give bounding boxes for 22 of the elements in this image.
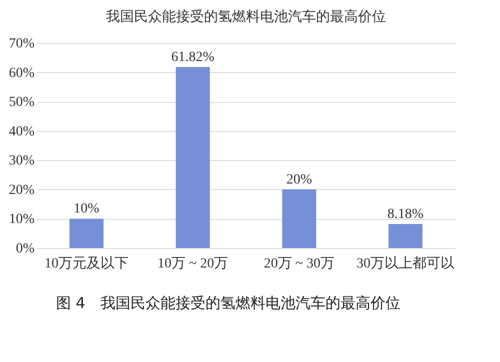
data-label: 8.18%	[387, 207, 424, 222]
y-tick-label: 30%	[8, 154, 35, 169]
y-tick-label: 10%	[8, 212, 35, 228]
y-tick-label: 50%	[8, 95, 35, 110]
caption: 图 4 我国民众能接受的氢燃料电池汽车的最高价位	[56, 294, 400, 312]
data-label: 10%	[74, 202, 100, 217]
x-tick-label: 10万 ~ 20万	[158, 256, 228, 272]
data-label: 20%	[286, 172, 312, 188]
bar	[70, 218, 104, 248]
y-tick-label: 0%	[16, 242, 35, 256]
x-tick-label: 20万 ~ 30万	[264, 256, 334, 272]
chart-title: 我国民众能接受的氢燃料电池汽车的最高价位	[106, 9, 386, 25]
y-tick-label: 60%	[8, 66, 35, 81]
data-label: 61.82%	[171, 50, 215, 65]
bar	[176, 66, 210, 248]
bar	[388, 224, 422, 248]
x-tick-label: 30万以上都可以	[356, 256, 454, 272]
bar	[282, 189, 316, 248]
y-tick-label: 40%	[8, 124, 35, 140]
x-tick-label: 10万元及以下	[44, 256, 129, 272]
y-tick-label: 20%	[8, 182, 35, 198]
y-tick-label: 70%	[8, 36, 35, 52]
